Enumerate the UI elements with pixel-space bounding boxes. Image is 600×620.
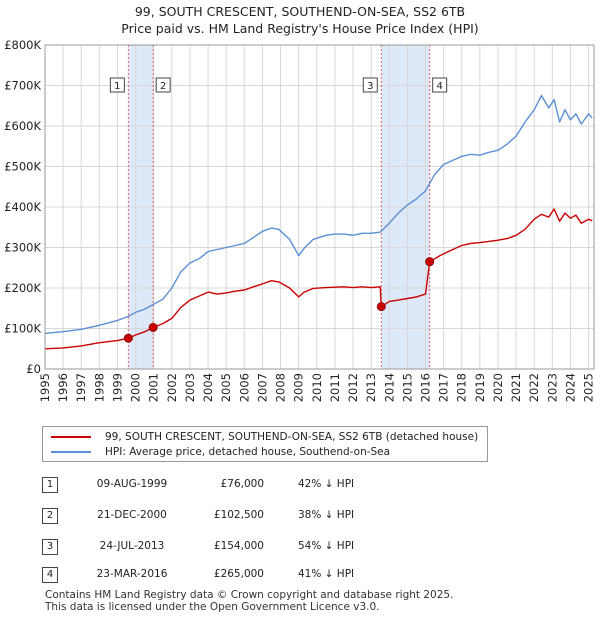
transaction-row: 4 23-MAR-2016 £265,000 41% ↓ HPI xyxy=(42,567,482,583)
sale-point xyxy=(148,322,158,332)
sale-number-label: 3 xyxy=(367,81,373,92)
y-tick-label: £700K xyxy=(4,79,41,93)
x-tick-label: 2009 xyxy=(292,373,306,402)
legend-swatch-property xyxy=(51,436,91,438)
transaction-number: 1 xyxy=(42,477,58,493)
sale-number-box xyxy=(109,77,125,93)
x-tick-label: 2023 xyxy=(545,373,559,402)
legend: 99, SOUTH CRESCENT, SOUTHEND-ON-SEA, SS2… xyxy=(42,426,488,462)
sale-number-label: 1 xyxy=(114,81,120,92)
y-tick-label: £800K xyxy=(4,38,41,52)
transaction-price: £102,500 xyxy=(213,509,264,521)
x-tick-label: 1996 xyxy=(56,373,70,402)
x-tick-label: 2002 xyxy=(165,373,179,402)
transaction-date: 24-JUL-2013 xyxy=(99,540,165,552)
transaction-hpi: 42% ↓ HPI xyxy=(298,478,355,490)
x-tick-label: 2018 xyxy=(455,373,469,402)
property-price-line xyxy=(44,208,593,350)
sale-number-box xyxy=(362,77,378,93)
transaction-price: £154,000 xyxy=(213,540,264,552)
y-tick-label: £600K xyxy=(4,119,41,133)
x-tick-label: 2001 xyxy=(147,373,161,402)
transaction-number: 2 xyxy=(42,508,58,524)
x-tick-label: 2021 xyxy=(509,373,523,402)
x-tick-label: 2008 xyxy=(274,373,288,402)
x-tick-label: 2024 xyxy=(563,373,577,402)
sale-number-label: 2 xyxy=(160,81,166,92)
footer: Contains HM Land Registry data © Crown c… xyxy=(45,589,453,613)
transaction-hpi: 38% ↓ HPI xyxy=(298,509,355,521)
x-tick-label: 2006 xyxy=(237,373,251,402)
legend-label-property: 99, SOUTH CRESCENT, SOUTHEND-ON-SEA, SS2… xyxy=(105,431,479,443)
transaction-date: 21-DEC-2000 xyxy=(97,509,167,521)
x-tick-label: 2013 xyxy=(364,373,378,402)
y-tick-label: £300K xyxy=(4,241,41,255)
x-tick-label: 2019 xyxy=(473,373,487,402)
y-tick-label: £0 xyxy=(26,362,41,376)
x-tick-label: 1995 xyxy=(38,373,52,402)
y-tick-label: £100K xyxy=(4,322,41,336)
x-tick-label: 2007 xyxy=(255,373,269,402)
sale-number-box xyxy=(432,77,448,93)
chart-subtitle: Price paid vs. HM Land Registry's House … xyxy=(121,21,479,36)
sale-number-box xyxy=(155,77,171,93)
legend-swatch-hpi xyxy=(51,451,91,453)
footer-licence: This data is licensed under the Open Gov… xyxy=(45,601,380,613)
y-tick-label: £500K xyxy=(4,160,41,174)
sale-point xyxy=(425,257,435,267)
sale-point xyxy=(376,302,386,312)
x-tick-label: 1997 xyxy=(74,373,88,402)
legend-item-property: 99, SOUTH CRESCENT, SOUTHEND-ON-SEA, SS2… xyxy=(51,430,478,444)
y-tick-label: £400K xyxy=(4,200,41,214)
transaction-row: 2 21-DEC-2000 £102,500 38% ↓ HPI xyxy=(42,508,482,524)
transaction-hpi: 54% ↓ HPI xyxy=(298,540,355,552)
transaction-price: £265,000 xyxy=(213,568,264,580)
x-tick-label: 2025 xyxy=(582,373,596,402)
x-tick-label: 2005 xyxy=(219,373,233,402)
plot-frame xyxy=(44,44,595,370)
sale-number-label: 4 xyxy=(436,81,442,92)
legend-label-hpi: HPI: Average price, detached house, Sout… xyxy=(105,446,391,458)
x-tick-label: 2004 xyxy=(201,373,215,402)
x-tick-label: 2014 xyxy=(382,373,396,402)
hpi-line xyxy=(44,94,593,335)
x-tick-label: 2022 xyxy=(527,373,541,402)
transaction-price: £76,000 xyxy=(220,478,264,490)
x-tick-label: 2010 xyxy=(310,373,324,402)
x-tick-label: 1999 xyxy=(110,373,124,402)
legend-item-hpi: HPI: Average price, detached house, Sout… xyxy=(51,445,390,459)
x-tick-label: 2011 xyxy=(328,373,342,402)
transaction-number: 3 xyxy=(42,539,58,555)
transaction-hpi: 41% ↓ HPI xyxy=(298,568,355,580)
transaction-date: 09-AUG-1999 xyxy=(96,478,168,490)
chart-title: 99, SOUTH CRESCENT, SOUTHEND-ON-SEA, SS2… xyxy=(134,4,466,19)
transaction-row: 1 09-AUG-1999 £76,000 42% ↓ HPI xyxy=(42,477,482,493)
transaction-number: 4 xyxy=(42,567,58,583)
x-tick-label: 2000 xyxy=(129,373,143,402)
footer-copyright: Contains HM Land Registry data © Crown c… xyxy=(45,589,454,601)
x-tick-label: 2016 xyxy=(418,373,432,402)
x-tick-label: 2015 xyxy=(400,373,414,402)
sale-point xyxy=(123,333,133,343)
x-tick-label: 2012 xyxy=(346,373,360,402)
price-chart: 1 2 3 4 £0 £100K £200K £300K £400K £500K £600K £70… xyxy=(4,38,596,402)
x-tick-label: 2017 xyxy=(437,373,451,402)
transaction-date: 23-MAR-2016 xyxy=(96,568,168,580)
x-tick-label: 2020 xyxy=(491,373,505,402)
x-tick-label: 1998 xyxy=(92,373,106,402)
x-tick-label: 2003 xyxy=(183,373,197,402)
y-tick-label: £200K xyxy=(4,281,41,295)
transaction-row: 3 24-JUL-2013 £154,000 54% ↓ HPI xyxy=(42,539,482,555)
